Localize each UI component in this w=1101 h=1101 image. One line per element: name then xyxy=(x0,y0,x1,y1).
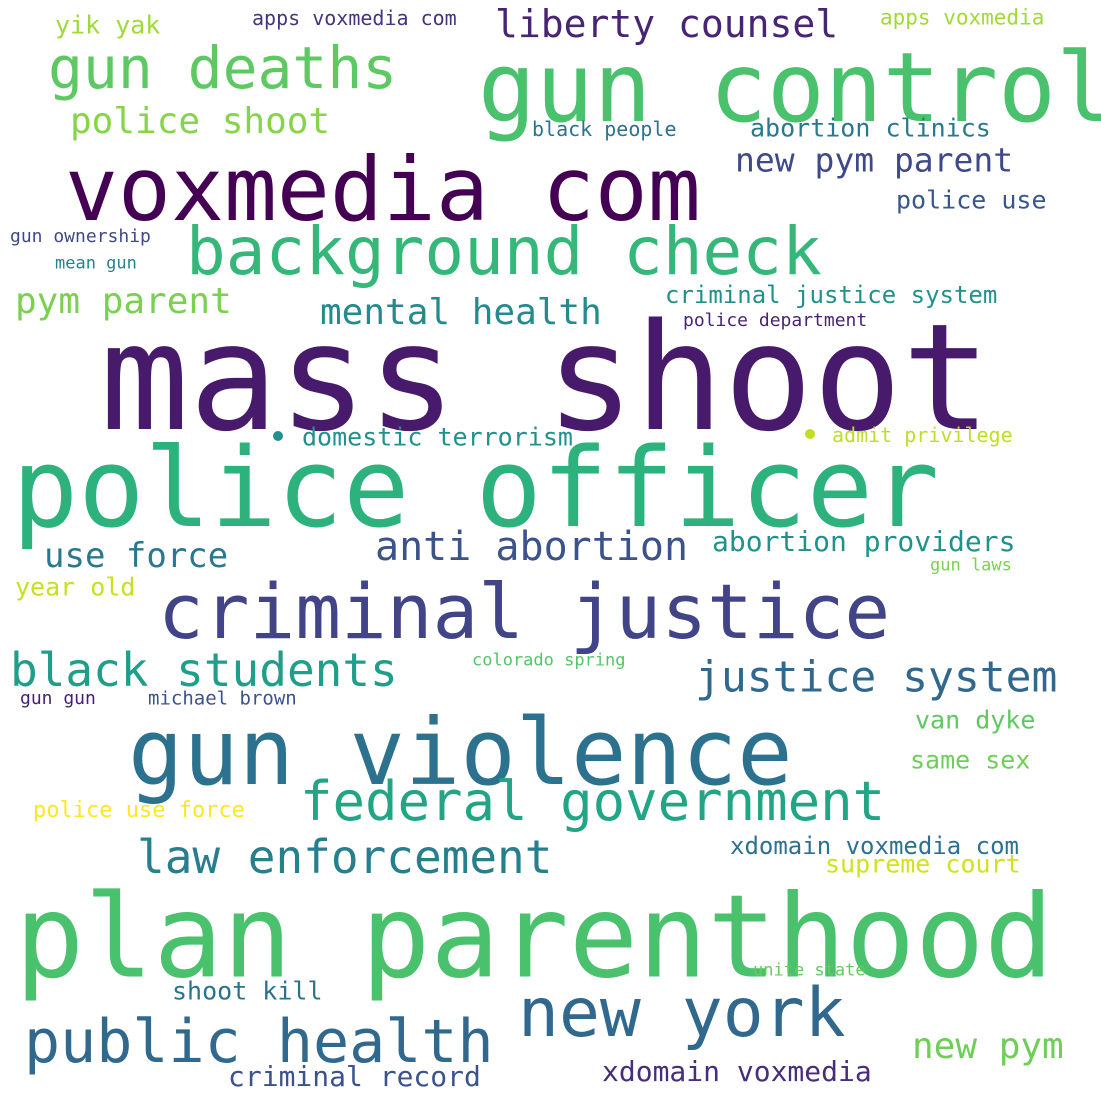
word-mean-gun: mean gun xyxy=(55,253,137,274)
dot-marker xyxy=(805,429,815,439)
word-supreme-court: supreme court xyxy=(825,849,1021,879)
word-plan-parenthood: plan parenthood xyxy=(15,870,1054,1005)
word-mental-health: mental health xyxy=(320,292,602,333)
word-justice-system: justice system xyxy=(695,652,1058,703)
word-xdomain-voxmedia-com: xdomain voxmedia com xyxy=(730,832,1019,860)
word-new-pym-parent: new pym parent xyxy=(735,140,1014,180)
word-apps-voxmedia-com: apps voxmedia com xyxy=(252,6,457,30)
word-use-force: use force xyxy=(44,536,229,576)
word-police-use: police use xyxy=(896,185,1047,215)
word-van-dyke: van dyke xyxy=(915,705,1036,735)
word-michael-brown: michael brown xyxy=(148,687,297,710)
word-same-sex: same sex xyxy=(910,745,1031,775)
word-new-pym: new pym xyxy=(912,1026,1064,1067)
word-gun-deaths: gun deaths xyxy=(48,34,398,102)
word-liberty-counsel: liberty counsel xyxy=(495,2,839,46)
word-black-people: black people xyxy=(532,117,677,141)
word-gun-gun: gun gun xyxy=(20,688,96,709)
word-criminal-justice-system: criminal justice system xyxy=(665,281,998,309)
word-federal-government: federal government xyxy=(300,770,886,833)
word-criminal-justice: criminal justice xyxy=(158,567,891,656)
word-criminal-record: criminal record xyxy=(228,1060,481,1093)
word-pym-parent: pym parent xyxy=(15,281,232,322)
word-abortion-clinics: abortion clinics xyxy=(750,113,991,143)
word-public-health: public health xyxy=(24,1007,494,1077)
word-police-use-force: police use force xyxy=(33,798,245,823)
word-year-old: year old xyxy=(15,572,136,602)
word-gun-laws: gun laws xyxy=(930,555,1012,576)
word-apps-voxmedia: apps voxmedia xyxy=(880,5,1045,30)
word-xdomain-voxmedia: xdomain voxmedia xyxy=(602,1055,872,1088)
dot-marker xyxy=(273,431,283,441)
word-gun-violence: gun violence xyxy=(128,699,793,806)
word-yik-yak: yik yak xyxy=(55,10,161,40)
word-police-shoot: police shoot xyxy=(70,101,331,142)
word-voxmedia-com: voxmedia com xyxy=(65,138,701,241)
word-gun-control: gun control xyxy=(478,32,1101,144)
word-mass-shoot: mass shoot xyxy=(100,292,992,464)
word-anti-abortion: anti abortion xyxy=(375,524,689,570)
word-law-enforcement: law enforcement xyxy=(137,830,553,884)
word-domestic-terrorism: domestic terrorism xyxy=(302,422,573,452)
word-police-officer: police officer xyxy=(12,424,940,552)
word-black-students: black students xyxy=(10,643,398,697)
word-shoot-kill: shoot kill xyxy=(172,976,323,1006)
word-new-york: new york xyxy=(518,974,846,1053)
word-police-department: police department xyxy=(683,310,868,331)
word-admit-privilege: admit privilege xyxy=(832,423,1013,447)
word-gun-ownership: gun ownership xyxy=(10,226,151,247)
word-unite-state: unite state xyxy=(753,960,866,981)
word-background-check: background check xyxy=(186,213,822,290)
word-abortion-providers: abortion providers xyxy=(712,525,1016,558)
word-colorado-spring: colorado spring xyxy=(472,650,626,671)
